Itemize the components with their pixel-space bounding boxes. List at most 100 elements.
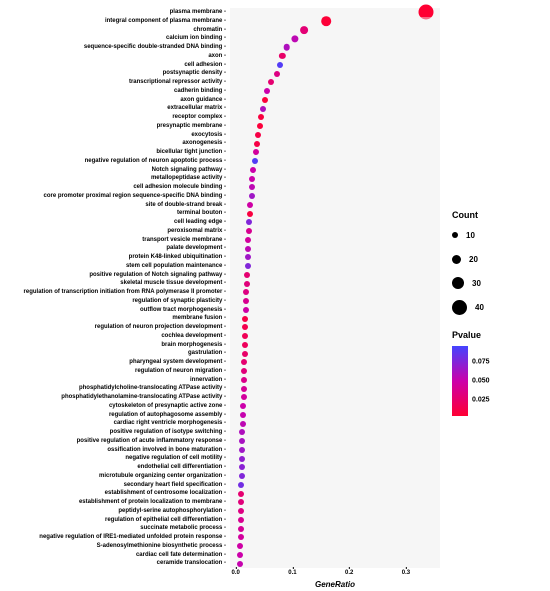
term-dot: [238, 499, 244, 505]
term-row: gastrulation -: [230, 349, 440, 358]
term-label: S-adenosylmethionine biosynthetic proces…: [0, 542, 226, 551]
term-label: stem cell population maintenance -: [0, 262, 226, 271]
term-row: cardiac cell fate determination -: [230, 551, 440, 560]
term-row: chromatin -: [230, 26, 440, 35]
term-dot: [322, 16, 332, 26]
term-dot: [241, 377, 247, 383]
term-label: ceramide translocation -: [0, 559, 226, 568]
term-row: site of double-strand break -: [230, 201, 440, 210]
term-label: transcriptional repressor activity -: [0, 78, 226, 87]
term-label: positive regulation of isotype switching…: [0, 428, 226, 437]
term-dot: [240, 412, 246, 418]
size-legend-row: 20: [452, 250, 484, 268]
term-row: innervation -: [230, 376, 440, 385]
term-dot: [283, 44, 290, 51]
term-label: transport vesicle membrane -: [0, 236, 226, 245]
size-legend-row: 30: [452, 274, 484, 292]
term-row: peptidyl-serine autophosphorylation -: [230, 507, 440, 516]
term-dot: [247, 202, 253, 208]
term-dot: [252, 158, 258, 164]
term-row: cell adhesion molecule binding -: [230, 183, 440, 192]
term-row: terminal bouton -: [230, 209, 440, 218]
term-dot: [245, 237, 251, 243]
x-tick: 0.3: [402, 570, 410, 576]
term-label: site of double-strand break -: [0, 201, 226, 210]
term-row: exocytosis -: [230, 131, 440, 140]
term-label: core promoter proximal region sequence-s…: [0, 192, 226, 201]
term-label: negative regulation of IRE1-mediated unf…: [0, 533, 226, 542]
term-label: cardiac right ventricle morphogenesis -: [0, 419, 226, 428]
term-label: peroxisomal matrix -: [0, 227, 226, 236]
term-row: axonogenesis -: [230, 139, 440, 148]
term-label: bicellular tight junction -: [0, 148, 226, 157]
term-dot: [244, 272, 250, 278]
term-row: bicellular tight junction -: [230, 148, 440, 157]
term-label: chromatin -: [0, 26, 226, 35]
term-label: outflow tract morphogenesis -: [0, 306, 226, 315]
term-dot: [260, 106, 266, 112]
plot-area: plasma membrane -integral component of p…: [230, 8, 440, 568]
term-row: stem cell population maintenance -: [230, 262, 440, 271]
term-dot: [245, 263, 251, 269]
term-dot: [238, 517, 244, 523]
term-row: positive regulation of isotype switching…: [230, 428, 440, 437]
term-row: presynaptic membrane -: [230, 122, 440, 131]
size-legend-row: 40: [452, 298, 484, 316]
term-dot: [238, 534, 244, 540]
term-row: outflow tract morphogenesis -: [230, 306, 440, 315]
term-dot: [241, 394, 247, 400]
colorbar-tick: 0.050: [472, 378, 490, 385]
term-label: microtubule organizing center organizati…: [0, 472, 226, 481]
colorbar-tick: 0.075: [472, 358, 490, 365]
term-label: terminal bouton -: [0, 209, 226, 218]
term-label: cell adhesion -: [0, 61, 226, 70]
term-row: negative regulation of neuron apoptotic …: [230, 157, 440, 166]
term-row: regulation of neuron migration -: [230, 367, 440, 376]
x-tick: 0.1: [288, 570, 296, 576]
size-legend-row: 10: [452, 226, 484, 244]
term-row: negative regulation of IRE1-mediated unf…: [230, 533, 440, 542]
term-label: phosphatidylcholine-translocating ATPase…: [0, 384, 226, 393]
term-row: cell adhesion -: [230, 61, 440, 70]
term-dot: [253, 149, 259, 155]
term-row: phosphatidylcholine-translocating ATPase…: [230, 384, 440, 393]
term-dot: [238, 491, 244, 497]
term-label: establishment of protein localization to…: [0, 498, 226, 507]
term-row: endothelial cell differentiation -: [230, 463, 440, 472]
term-dot: [258, 114, 264, 120]
term-label: cell adhesion molecule binding -: [0, 183, 226, 192]
term-dot: [247, 211, 253, 217]
term-label: sequence-specific double-stranded DNA bi…: [0, 43, 226, 52]
term-row: cadherin binding -: [230, 87, 440, 96]
term-row: plasma membrane -: [230, 8, 440, 17]
color-legend-title: Pvalue: [452, 330, 481, 340]
term-dot: [237, 552, 243, 558]
term-dot: [240, 421, 246, 427]
term-dot: [249, 193, 255, 199]
term-label: regulation of transcription initiation f…: [0, 288, 226, 297]
term-row: integral component of plasma membrane -: [230, 17, 440, 26]
term-row: transcriptional repressor activity -: [230, 78, 440, 87]
term-dot: [243, 307, 249, 313]
term-label: succinate metabolic process -: [0, 524, 226, 533]
term-label: cytoskeleton of presynaptic active zone …: [0, 402, 226, 411]
term-dot: [300, 26, 308, 34]
size-legend: Count 10203040: [452, 210, 484, 322]
term-dot: [243, 298, 249, 304]
term-dot: [249, 176, 255, 182]
term-label: skeletal muscle tissue development -: [0, 279, 226, 288]
term-row: protein K48-linked ubiquitination -: [230, 253, 440, 262]
term-dot: [238, 508, 244, 514]
term-row: microtubule organizing center organizati…: [230, 472, 440, 481]
term-label: ossification involved in bone maturation…: [0, 446, 226, 455]
term-row: pharyngeal system development -: [230, 358, 440, 367]
term-dot: [249, 184, 255, 190]
term-label: regulation of neuron migration -: [0, 367, 226, 376]
term-dot: [239, 464, 245, 470]
term-label: negative regulation of cell motility -: [0, 454, 226, 463]
term-row: ceramide translocation -: [230, 559, 440, 568]
term-row: sequence-specific double-stranded DNA bi…: [230, 43, 440, 52]
term-dot: [264, 88, 270, 94]
term-label: presynaptic membrane -: [0, 122, 226, 131]
term-dot: [277, 62, 283, 68]
